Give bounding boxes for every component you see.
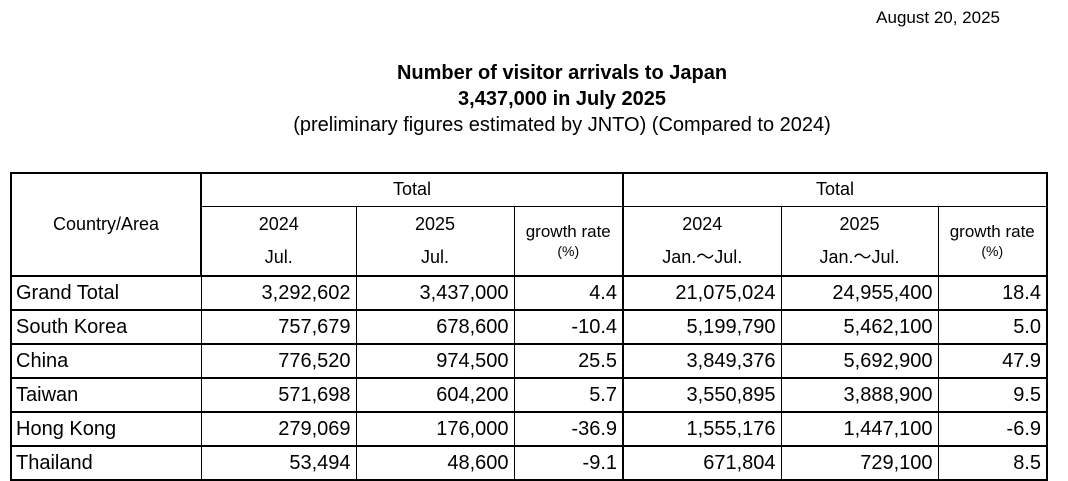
group-header-total-jul: Total bbox=[200, 172, 624, 207]
cell-2024-jul: 571,698 bbox=[200, 377, 357, 413]
col-header-2025-janjul: 2025 Jan.～Jul. bbox=[780, 205, 939, 277]
country-cell: China bbox=[10, 343, 202, 379]
col-header-year: 2025 bbox=[414, 214, 456, 235]
table-row-south-korea: South Korea 757,679 678,600 -10.4 5,199,… bbox=[10, 309, 1048, 345]
visitor-arrivals-table: Country/Area Total Total 2024 Jul. 2025 … bbox=[10, 172, 1048, 481]
cell-growth-jul: 4.4 bbox=[513, 275, 624, 311]
col-header-year: 2024 bbox=[682, 214, 723, 235]
table-row-thailand: Thailand 53,494 48,600 -9.1 671,804 729,… bbox=[10, 445, 1048, 481]
col-header-growth-unit: (%) bbox=[557, 243, 580, 260]
cell-2025-janjul: 1,447,100 bbox=[780, 411, 939, 447]
country-area-header: Country/Area bbox=[10, 172, 202, 277]
col-header-2024-janjul: 2024 Jan.～Jul. bbox=[622, 205, 782, 277]
col-header-period: Jul. bbox=[420, 247, 449, 268]
title-line-2: 3,437,000 in July 2025 bbox=[458, 88, 666, 110]
col-header-growth-jul: growth rate (%) bbox=[513, 205, 624, 277]
country-cell: Hong Kong bbox=[10, 411, 202, 447]
cell-2024-janjul: 5,199,790 bbox=[622, 309, 782, 345]
title-line-1: Number of visitor arrivals to Japan bbox=[396, 62, 728, 84]
col-header-year: 2024 bbox=[258, 214, 299, 235]
cell-2024-janjul: 3,849,376 bbox=[622, 343, 782, 379]
cell-2025-janjul: 24,955,400 bbox=[780, 275, 939, 311]
country-cell: South Korea bbox=[10, 309, 202, 345]
cell-2025-jul: 678,600 bbox=[355, 309, 515, 345]
cell-2025-jul: 176,000 bbox=[355, 411, 515, 447]
cell-growth-janjul: -6.9 bbox=[937, 411, 1048, 447]
cell-growth-janjul: 47.9 bbox=[937, 343, 1048, 379]
cell-2025-janjul: 3,888,900 bbox=[780, 377, 939, 413]
header-group-row: Country/Area Total Total bbox=[10, 172, 1048, 277]
col-header-growth-unit: (%) bbox=[981, 243, 1004, 260]
cell-2025-jul: 3,437,000 bbox=[355, 275, 515, 311]
cell-growth-janjul: 8.5 bbox=[937, 445, 1048, 481]
col-header-period: Jan.～Jul. bbox=[819, 247, 900, 268]
cell-growth-janjul: 18.4 bbox=[937, 275, 1048, 311]
report-heading: Number of visitor arrivals to Japan 3,43… bbox=[56, 60, 1068, 138]
table-row-china: China 776,520 974,500 25.5 3,849,376 5,6… bbox=[10, 343, 1048, 379]
cell-2024-jul: 757,679 bbox=[200, 309, 357, 345]
cell-2024-jul: 3,292,602 bbox=[200, 275, 357, 311]
cell-2025-janjul: 5,692,900 bbox=[780, 343, 939, 379]
table-row-taiwan: Taiwan 571,698 604,200 5.7 3,550,895 3,8… bbox=[10, 377, 1048, 413]
col-header-growth-janjul: growth rate (%) bbox=[937, 205, 1048, 277]
col-header-year: 2025 bbox=[839, 214, 880, 235]
cell-2024-janjul: 671,804 bbox=[622, 445, 782, 481]
cell-growth-jul: -10.4 bbox=[513, 309, 624, 345]
cell-2024-janjul: 21,075,024 bbox=[622, 275, 782, 311]
country-cell: Thailand bbox=[10, 445, 202, 481]
country-cell: Taiwan bbox=[10, 377, 202, 413]
col-header-growth-label: growth rate bbox=[949, 222, 1035, 242]
cell-growth-jul: -36.9 bbox=[513, 411, 624, 447]
cell-2024-jul: 53,494 bbox=[200, 445, 357, 481]
cell-growth-jul: 5.7 bbox=[513, 377, 624, 413]
col-header-growth-label: growth rate bbox=[525, 222, 611, 242]
cell-growth-janjul: 5.0 bbox=[937, 309, 1048, 345]
cell-2024-jul: 776,520 bbox=[200, 343, 357, 379]
cell-2025-janjul: 5,462,100 bbox=[780, 309, 939, 345]
col-header-2024-jul: 2024 Jul. bbox=[200, 205, 357, 277]
col-header-period: Jan.～Jul. bbox=[662, 247, 743, 268]
cell-2024-jul: 279,069 bbox=[200, 411, 357, 447]
col-header-2025-jul: 2025 Jul. bbox=[355, 205, 515, 277]
cell-2025-jul: 604,200 bbox=[355, 377, 515, 413]
cell-2024-janjul: 3,550,895 bbox=[622, 377, 782, 413]
cell-2025-jul: 48,600 bbox=[355, 445, 515, 481]
group-header-total-janjul: Total bbox=[622, 172, 1048, 207]
cell-growth-janjul: 9.5 bbox=[937, 377, 1048, 413]
report-date: August 20, 2025 bbox=[876, 8, 1000, 27]
header-sub-row: 2024 Jul. 2025 Jul. growth rate (%) bbox=[11, 205, 1048, 277]
col-header-period: Jul. bbox=[264, 247, 293, 268]
table-row-hong-kong: Hong Kong 279,069 176,000 -36.9 1,555,17… bbox=[10, 411, 1048, 447]
cell-growth-jul: -9.1 bbox=[513, 445, 624, 481]
cell-2025-janjul: 729,100 bbox=[780, 445, 939, 481]
cell-2025-jul: 974,500 bbox=[355, 343, 515, 379]
table-row-grand-total: Grand Total 3,292,602 3,437,000 4.4 21,0… bbox=[10, 275, 1048, 311]
cell-growth-jul: 25.5 bbox=[513, 343, 624, 379]
title-subtitle: (preliminary figures estimated by JNTO) … bbox=[293, 114, 831, 136]
country-cell: Grand Total bbox=[10, 275, 202, 311]
cell-2024-janjul: 1,555,176 bbox=[622, 411, 782, 447]
